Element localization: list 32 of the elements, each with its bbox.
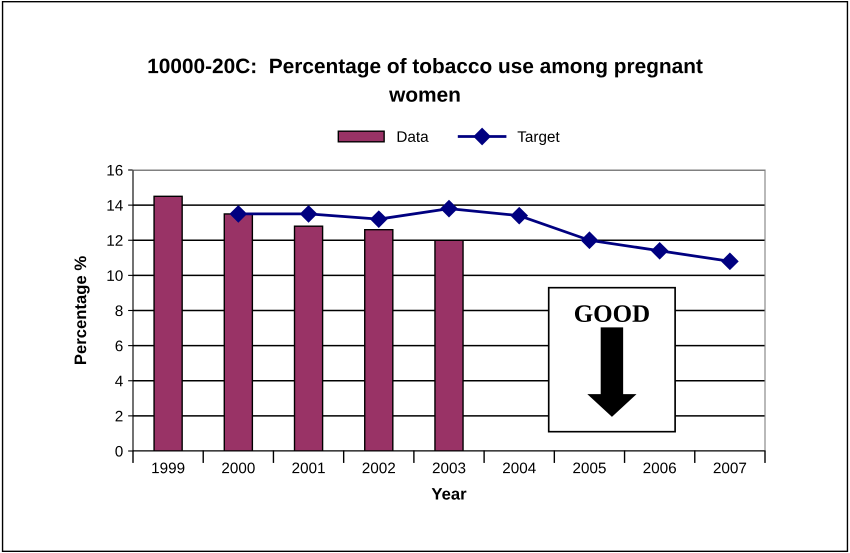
point (721, 252, 738, 270)
x-tick-label: 2004 (503, 462, 536, 474)
y-tick-label: 6 (116, 340, 123, 352)
legend-label: Target (518, 131, 560, 146)
x-tick-label: 2005 (573, 462, 606, 474)
y-tick-label: 10 (107, 270, 123, 282)
point (651, 242, 668, 260)
x-tick-label: 2000 (222, 462, 255, 474)
x-tick-label: 2001 (292, 462, 325, 474)
point (370, 210, 388, 228)
point (230, 205, 247, 222)
y-tick-label: 0 (115, 446, 123, 457)
y-tick-label: 4 (115, 376, 123, 386)
y-tick-label: 14 (107, 200, 123, 211)
point (510, 207, 528, 224)
point (580, 232, 598, 249)
point (440, 200, 458, 218)
chart-title: 10000-20C: Percentage of tobacco use among pregnant women (148, 58, 703, 102)
x-axis-title: Year (432, 488, 466, 500)
x-tick-label: 2007 (714, 462, 746, 474)
y-tick-label: 12 (107, 235, 123, 246)
x-tick-label: 2003 (432, 462, 466, 474)
y-axis-title: Percentage % (74, 256, 90, 364)
y-tick-label: 2 (116, 410, 123, 422)
point (300, 205, 318, 222)
x-tick-label: 2002 (362, 462, 396, 474)
y-tick-label: 8 (115, 305, 123, 316)
annotation: GOOD (574, 305, 649, 322)
y-tick-label: 16 (107, 164, 123, 176)
x-tick-label: 2006 (643, 462, 676, 474)
x-tick-label: 1999 (152, 462, 184, 474)
legend-label: Data (398, 131, 429, 142)
